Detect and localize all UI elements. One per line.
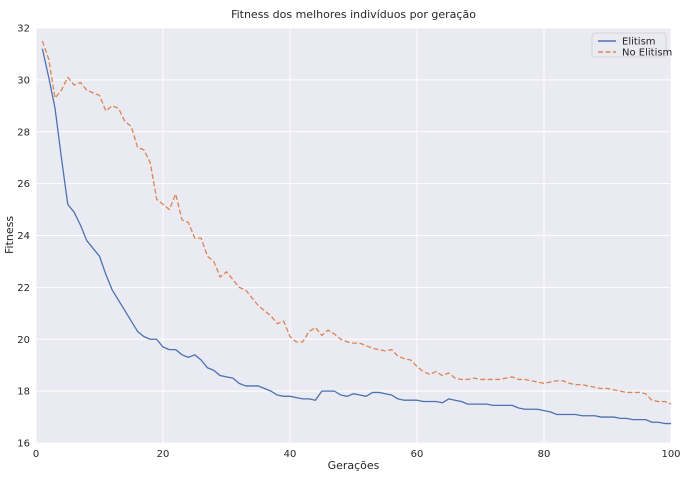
legend: Elitism No Elitism (591, 32, 672, 59)
series-line-no-elitism (41, 40, 672, 405)
series-lines (41, 40, 672, 425)
y-tick-label: 32 (17, 24, 30, 35)
x-tick-label: 100 (661, 449, 680, 460)
x-axis-label: Gerações (328, 459, 380, 472)
y-tick-label: 24 (17, 231, 30, 242)
legend-box (591, 32, 667, 58)
series-line-elitism (41, 48, 671, 425)
y-tick-label: 22 (17, 283, 30, 294)
x-tick-label: 60 (411, 449, 424, 460)
y-axis-label: Fitness (3, 216, 16, 254)
x-tick-label: 80 (538, 449, 551, 460)
x-tick-label: 40 (284, 449, 297, 460)
x-tick-label: 0 (33, 449, 39, 460)
legend-label-no-elitism: No Elitism (622, 48, 672, 59)
y-tick-label: 20 (17, 335, 30, 346)
x-tick-label: 20 (157, 449, 170, 460)
y-tick-label: 26 (17, 179, 30, 190)
grid (35, 27, 672, 444)
y-tick-label: 16 (17, 439, 30, 450)
y-tick-label: 30 (17, 75, 30, 86)
y-tick-label: 18 (17, 387, 30, 398)
chart-title: Fitness dos melhores indivíduos por gera… (231, 8, 476, 21)
y-tick-label: 28 (17, 127, 30, 138)
legend-label-elitism: Elitism (622, 37, 656, 48)
tick-labels: 0 20 40 60 80 100 16 18 20 22 24 26 28 30 32 (17, 24, 680, 461)
